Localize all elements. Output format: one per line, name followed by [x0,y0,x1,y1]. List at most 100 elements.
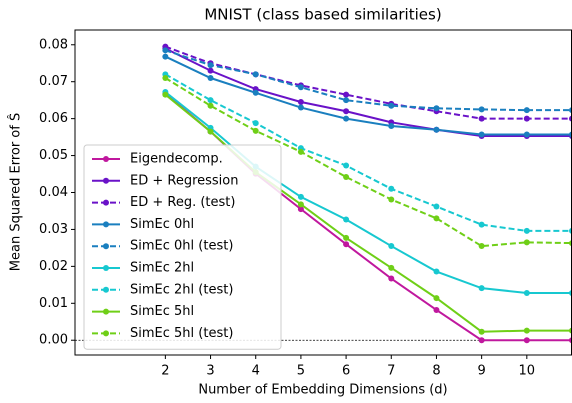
data-point [252,89,259,96]
data-point [478,106,485,113]
data-point [297,201,304,208]
legend-label: ED + Regression [130,173,239,188]
legend-label: SimEc 5hl [130,304,194,319]
data-point [252,127,259,134]
legend-label: Eigendecomp. [130,152,223,167]
data-point [478,243,485,250]
legend-marker [103,177,109,184]
data-point [207,97,214,104]
data-point [343,162,350,169]
legend-label: SimEc 2hl (test) [130,282,233,297]
legend-label: SimEc 0hl (test) [130,239,233,254]
data-point [297,193,304,200]
data-point [433,105,440,112]
data-point [162,53,169,60]
data-point [478,131,485,138]
data-point [523,337,530,344]
data-point [388,185,395,192]
legend-label: SimEc 0hl [130,217,194,232]
chart-title: MNIST (class based similarities) [204,6,441,24]
x-tick-label: 9 [477,364,485,379]
data-point [343,115,350,122]
data-point [388,243,395,250]
data-point [207,75,214,82]
x-tick-label: 7 [387,364,395,379]
y-tick-label: 0.05 [39,148,68,163]
series-line [164,55,572,136]
data-point [433,215,440,222]
data-point [297,148,304,155]
legend-marker [103,308,109,315]
legend-marker [103,286,109,293]
series-line [164,77,572,248]
y-axis-label: Mean Squared Error of Ŝ [8,113,24,271]
data-point [523,239,530,246]
data-point [478,285,485,292]
data-point [343,173,350,180]
data-point [162,47,169,54]
x-tick-label: 10 [519,364,536,379]
legend-marker [103,199,109,206]
y-tick-label: 0.00 [39,333,68,348]
y-tick-label: 0.08 [39,37,68,52]
y-tick-label: 0.03 [39,222,68,237]
data-point [478,221,485,228]
data-point [388,275,395,282]
x-tick-label: 4 [252,364,260,379]
data-point [162,91,169,98]
legend-label: ED + Reg. (test) [130,195,235,210]
data-point [343,241,350,248]
legend-label: SimEc 5hl (test) [130,326,233,341]
y-tick-label: 0.07 [39,74,68,89]
data-point [162,75,169,82]
data-point [388,102,395,109]
data-point [343,97,350,104]
data-point [343,108,350,115]
data-point [478,337,485,344]
data-point [297,84,304,91]
data-point [433,126,440,133]
series-line [164,73,572,232]
series-line [165,45,572,120]
x-tick-label: 6 [342,364,350,379]
data-point [297,104,304,111]
data-point [388,123,395,130]
data-point [343,91,350,98]
data-point [523,227,530,234]
series-line [164,47,572,137]
legend-marker [103,221,109,228]
x-axis-label: Number of Embedding Dimensions (d) [198,383,447,398]
y-tick-label: 0.04 [39,185,68,200]
legend-label: SimEc 2hl [130,261,194,276]
x-tick-label: 8 [432,364,440,379]
data-point [388,264,395,271]
data-point [343,216,350,223]
data-point [343,234,350,241]
data-point [523,327,530,334]
data-point [478,115,485,122]
data-point [252,120,259,127]
data-point [297,99,304,106]
x-tick-label: 2 [161,364,169,379]
x-tick-label: 3 [206,364,214,379]
data-point [252,71,259,78]
y-tick-label: 0.02 [39,259,68,274]
data-point [207,102,214,109]
data-point [207,67,214,74]
legend-box [83,144,282,350]
legend-marker [103,265,109,271]
data-point [207,128,214,135]
data-point [523,131,530,138]
x-tick-label: 5 [297,364,305,379]
data-point [433,306,440,313]
data-point [478,328,485,335]
data-point [433,203,440,210]
data-point [523,107,530,114]
legend-marker [103,330,109,337]
legend-marker [103,156,109,162]
series-line [165,49,572,112]
y-tick-label: 0.01 [39,296,68,311]
data-point [297,206,304,213]
y-tick-label: 0.06 [39,111,68,126]
